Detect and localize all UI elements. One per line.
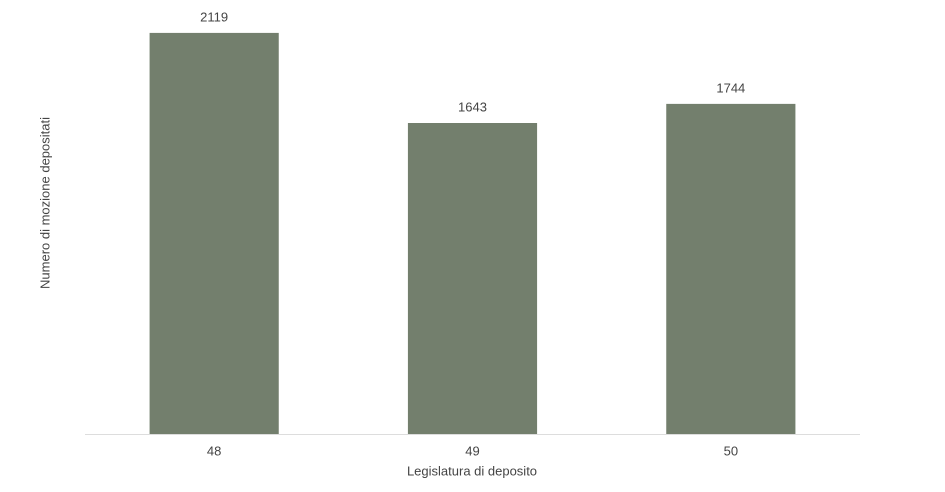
y-axis-label: Numero di mozione depositati <box>37 117 52 289</box>
x-tick-label: 50 <box>724 443 738 458</box>
value-label: 1744 <box>716 80 745 95</box>
x-tick-label: 49 <box>465 443 479 458</box>
bar <box>666 103 796 434</box>
value-label: 2119 <box>200 9 228 24</box>
x-axis-label: Legislatura di deposito <box>407 463 537 478</box>
bar <box>149 32 279 435</box>
bar <box>407 123 538 434</box>
x-tick-label: 48 <box>207 443 221 458</box>
value-label: 1643 <box>458 99 487 114</box>
